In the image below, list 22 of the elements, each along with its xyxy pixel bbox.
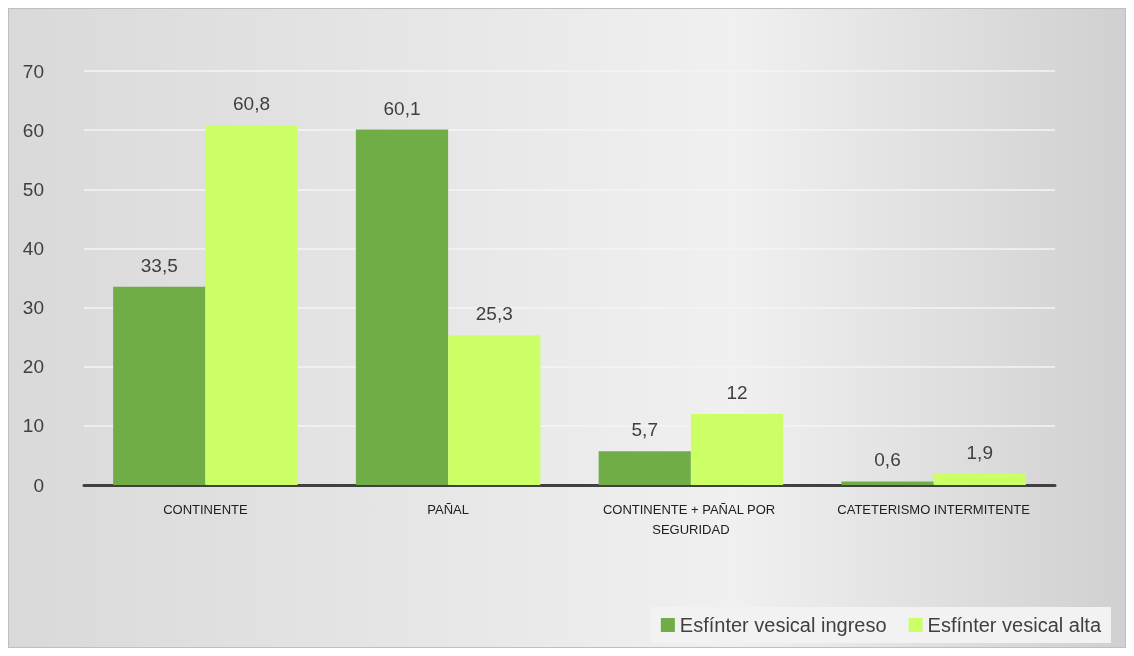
data-label: 0,6 (874, 449, 901, 471)
y-tick-label: 50 (22, 178, 44, 200)
data-label: 1,9 (966, 441, 993, 463)
y-tick-label: 70 (22, 60, 44, 82)
x-tick-label: CONTINENTE + PAÑAL POR SEGURIDAD (602, 501, 779, 537)
x-tick-label: CONTINENTE (163, 501, 248, 517)
data-label: 60,8 (233, 93, 270, 115)
y-tick-label: 10 (22, 415, 44, 437)
y-tick-label: 60 (22, 119, 44, 141)
data-label: 12 (726, 382, 748, 404)
data-label: 25,3 (475, 303, 513, 325)
x-tick-label: PAÑAL (427, 501, 469, 517)
data-label: 60,1 (383, 97, 421, 119)
y-tick-label: 0 (33, 474, 44, 496)
x-tick-label: CATETERISMO INTERMITENTE (837, 501, 1031, 517)
legend-label: Esfínter vesical alta (927, 614, 1102, 636)
data-label: 5,7 (631, 419, 658, 441)
y-tick-label: 20 (22, 356, 44, 378)
y-tick-label: 30 (22, 297, 44, 319)
data-label: 33,5 (140, 254, 178, 276)
legend-label: Esfínter vesical ingreso (679, 614, 887, 636)
y-tick-label: 40 (22, 237, 44, 259)
